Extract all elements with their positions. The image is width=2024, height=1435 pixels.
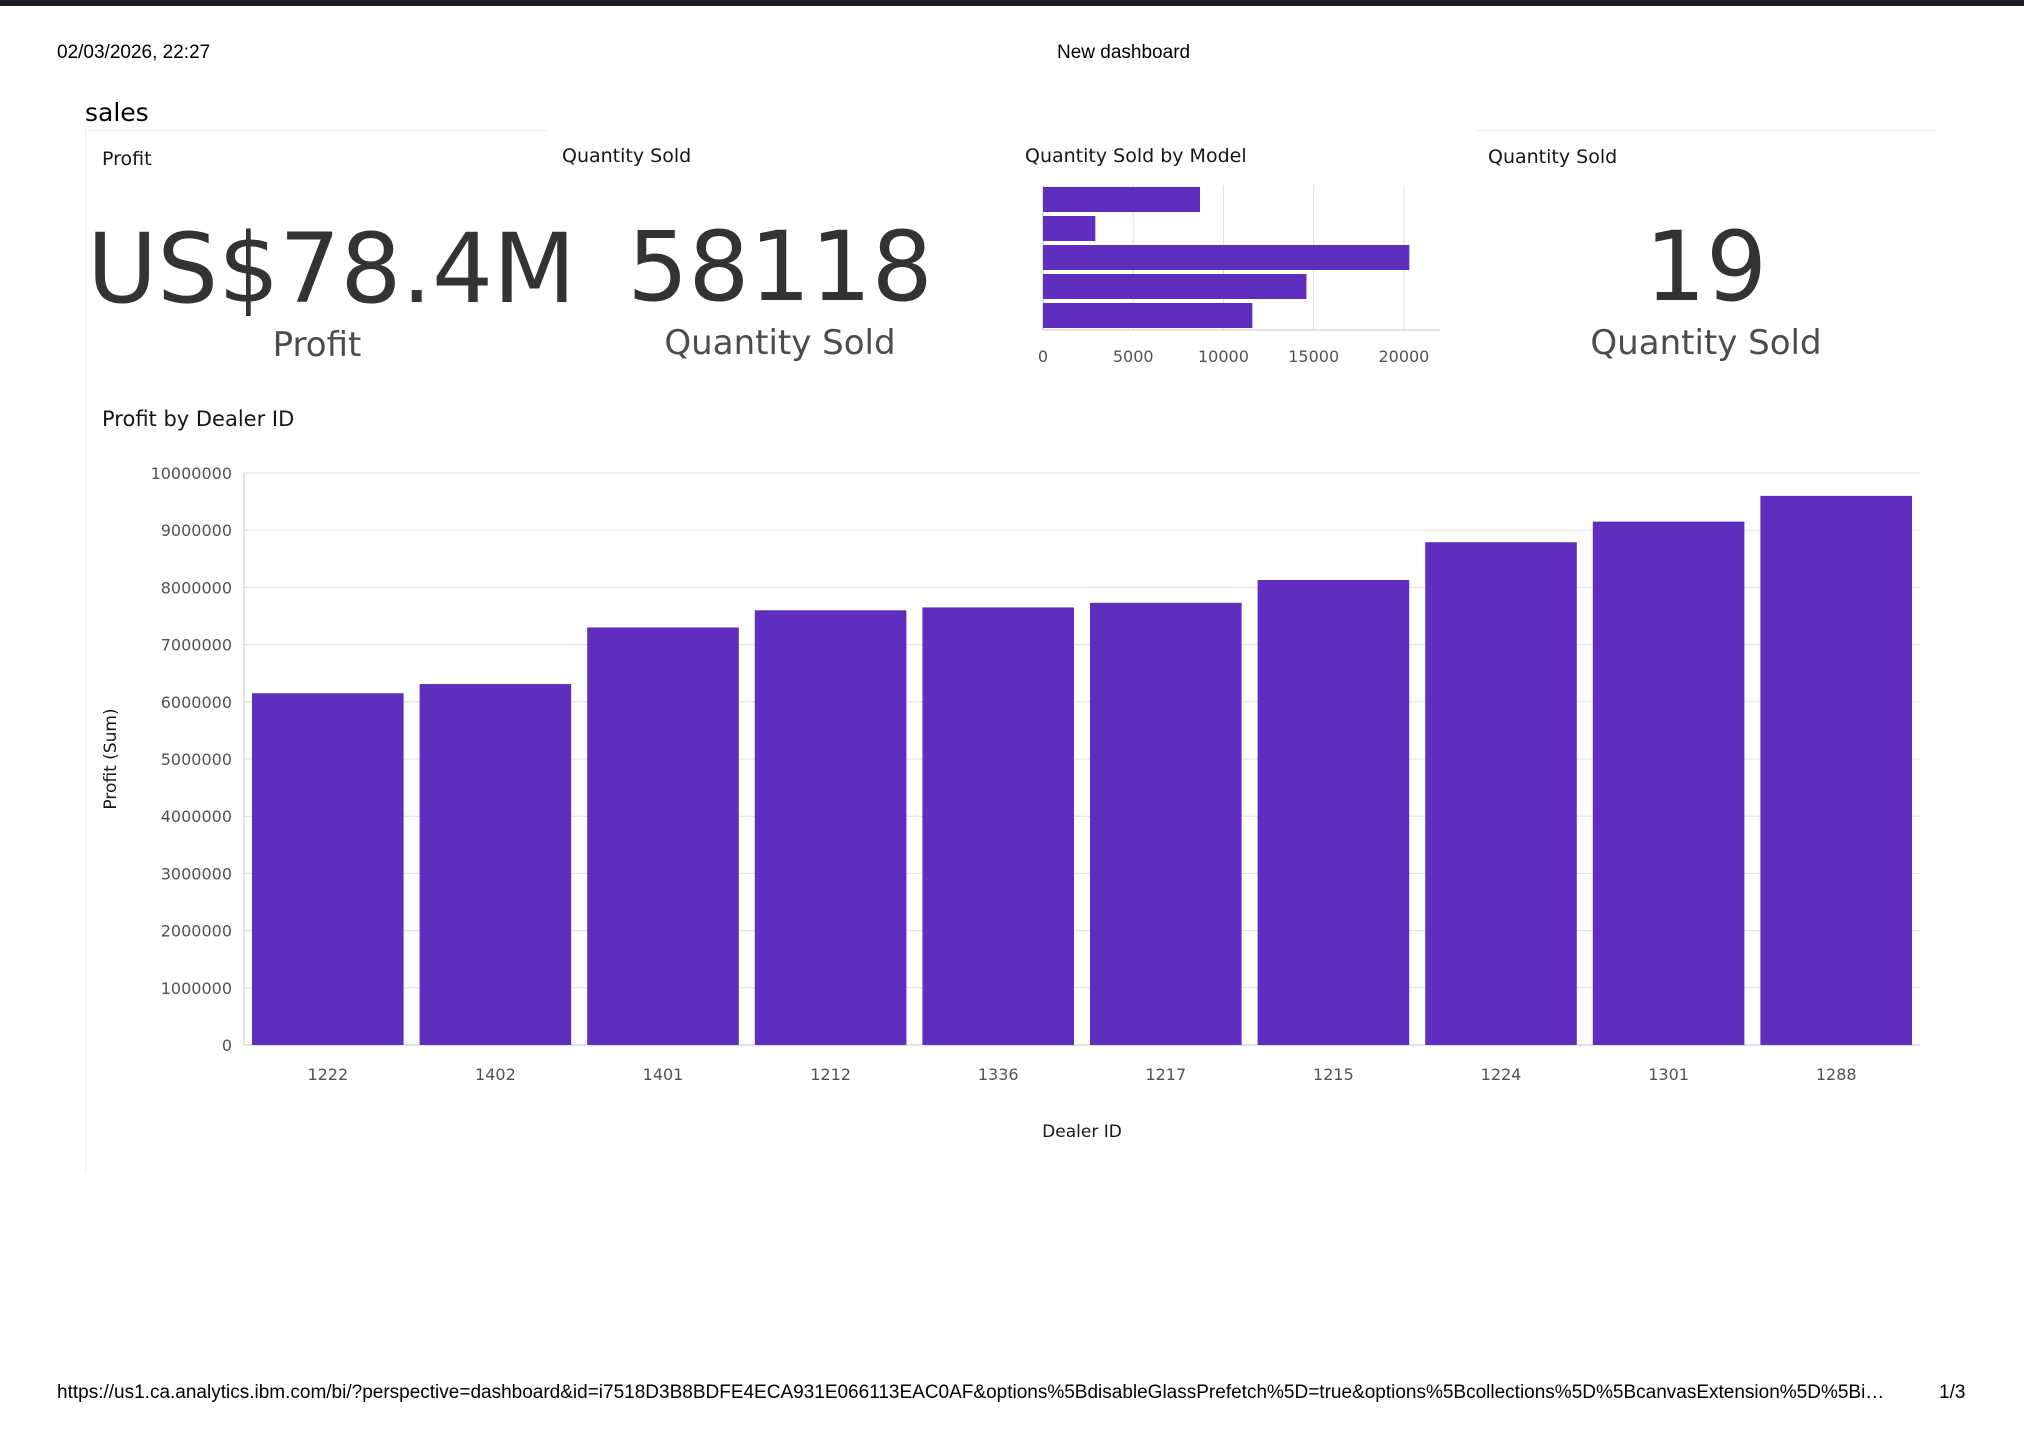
bar	[922, 607, 1074, 1045]
dashboard-title: New dashboard	[1057, 42, 1191, 63]
y-axis-title: Profit (Sum)	[101, 708, 121, 809]
x-tick-label: 1336	[978, 1065, 1019, 1084]
chart-title: Quantity Sold by Model	[1025, 145, 1247, 167]
bar	[1592, 521, 1745, 1045]
bar	[1043, 216, 1096, 241]
bar	[252, 693, 404, 1045]
y-tick-label: 10000000	[151, 464, 232, 483]
tile-title: Quantity Sold	[1488, 146, 1618, 168]
y-tick-label: 8000000	[161, 578, 232, 597]
bar	[1257, 579, 1410, 1045]
print-footer-url: https://us1.ca.analytics.ibm.com/bi/?per…	[57, 1382, 1885, 1403]
y-tick-label: 9000000	[161, 521, 232, 540]
bar	[419, 684, 572, 1045]
bar	[1043, 187, 1200, 212]
canvas-divider	[85, 128, 86, 1172]
print-footer-page: 1/3	[1939, 1382, 1966, 1403]
x-tick-label: 0	[1038, 347, 1048, 366]
bar	[1760, 495, 1912, 1045]
bar	[1043, 245, 1410, 270]
x-tick-label: 1224	[1481, 1065, 1522, 1084]
x-tick-label: 5000	[1113, 347, 1154, 366]
chart-title: Profit by Dealer ID	[102, 407, 295, 431]
x-tick-label: 1301	[1648, 1065, 1689, 1084]
kpi-caption: Profit	[272, 325, 362, 365]
x-tick-label: 1222	[307, 1065, 348, 1084]
x-axis-title: Dealer ID	[1042, 1122, 1122, 1142]
profit-by-dealer-chart: 0 1000000 2000000 3000000 4000000 5000000 6000…	[101, 464, 1920, 1142]
y-tick-label: 2000000	[161, 922, 232, 941]
bar	[1043, 303, 1253, 328]
x-tick-label: 10000	[1198, 347, 1249, 366]
quantity-by-model-chart: 0 5000 10000 15000 20000	[1038, 185, 1440, 366]
tile-border	[1476, 130, 1936, 131]
bar	[1043, 274, 1307, 299]
bar	[587, 627, 739, 1045]
tile-title: Profit	[102, 148, 152, 170]
print-datetime: 02/03/2026, 22:27	[57, 42, 211, 63]
x-tick-label: 1401	[643, 1065, 684, 1084]
y-tick-label: 4000000	[161, 807, 232, 826]
kpi-caption: Quantity Sold	[1590, 323, 1822, 363]
kpi-value: US$78.4M	[87, 213, 576, 325]
kpi-value: 58118	[627, 211, 933, 323]
y-tick-label: 5000000	[161, 750, 232, 769]
y-tick-label: 3000000	[161, 864, 232, 883]
kpi-caption: Quantity Sold	[664, 323, 896, 363]
tab-title[interactable]: sales	[85, 98, 149, 127]
y-tick-label: 6000000	[161, 693, 232, 712]
bar	[1425, 542, 1577, 1045]
y-tick-label: 7000000	[161, 636, 232, 655]
x-tick-label: 1212	[810, 1065, 851, 1084]
tile-border	[87, 130, 547, 131]
x-tick-label: 1215	[1313, 1065, 1354, 1084]
x-tick-label: 20000	[1378, 347, 1429, 366]
kpi-value: 19	[1644, 211, 1768, 323]
tile-title: Quantity Sold	[562, 145, 692, 167]
window-top-bar	[0, 0, 2024, 6]
y-tick-label: 0	[222, 1036, 232, 1055]
x-tick-label: 1288	[1816, 1065, 1857, 1084]
bar	[754, 610, 907, 1045]
x-tick-label: 1402	[475, 1065, 516, 1084]
y-tick-label: 1000000	[161, 979, 232, 998]
x-tick-label: 1217	[1145, 1065, 1186, 1084]
x-tick-label: 15000	[1288, 347, 1339, 366]
bar	[1090, 602, 1242, 1045]
